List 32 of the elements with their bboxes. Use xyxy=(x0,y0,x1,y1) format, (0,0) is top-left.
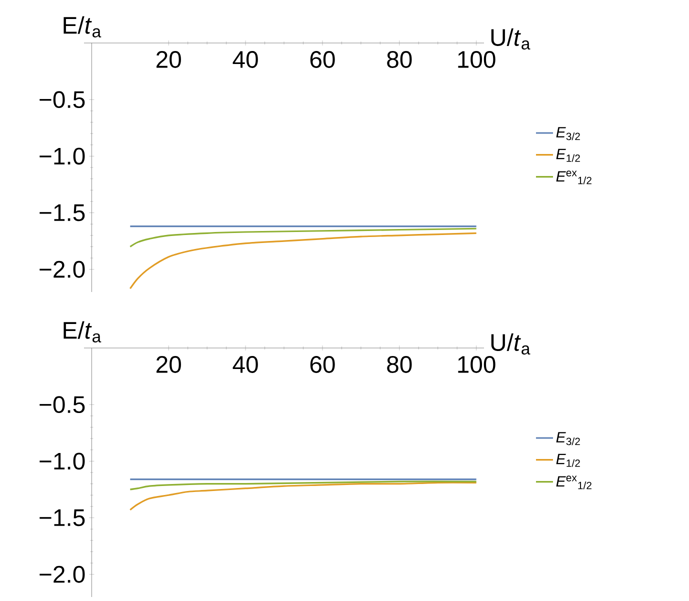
x-tick-label: 20 xyxy=(156,51,181,68)
y-tick-label: −1.0 xyxy=(40,148,85,165)
y-tick-label: −0.5 xyxy=(40,91,85,108)
x-tick-label: 40 xyxy=(232,51,258,68)
y-tick-label: −2.0 xyxy=(40,260,85,278)
legend-label: E$_{1/2}$ xyxy=(556,454,580,467)
line-series xyxy=(129,480,478,490)
x-tick-label: 100 xyxy=(458,356,496,373)
line-series xyxy=(129,482,478,511)
legend-label: E$^{ex}$1/2 xyxy=(556,170,592,184)
line-series xyxy=(129,232,478,290)
x-tick-label: 60 xyxy=(310,356,335,373)
x-tick-label: 80 xyxy=(387,51,412,68)
legend-label: E$_{1/2}$ xyxy=(556,148,580,162)
x-tick-label: 60 xyxy=(310,51,335,68)
y-tick-label: −1.5 xyxy=(40,509,85,526)
x-tick-label: 100 xyxy=(458,51,496,68)
y-tick-label: −1.5 xyxy=(40,204,85,222)
y-tick-label: −2.0 xyxy=(40,566,85,583)
y-axis-title: E/t$_{a}$ xyxy=(64,321,102,342)
y-tick-label: −1.0 xyxy=(40,452,85,470)
y-axis-title: E/t$_{a}$ xyxy=(64,16,102,38)
x-tick-label: 20 xyxy=(156,356,181,373)
y-tick-label: −0.5 xyxy=(40,396,85,414)
legend-label: E$_{3/2}$ xyxy=(556,432,580,446)
line-series xyxy=(129,228,478,248)
legend-label: E$_{3/2}$ xyxy=(556,127,580,140)
legend-label: E$^{ex}$1/2 xyxy=(556,476,592,490)
x-axis-title: U/t$_{a}$ xyxy=(491,333,530,355)
x-axis-title: U/t$_{a}$ xyxy=(491,28,530,50)
x-tick-label: 40 xyxy=(232,356,258,373)
x-tick-label: 80 xyxy=(387,356,412,373)
